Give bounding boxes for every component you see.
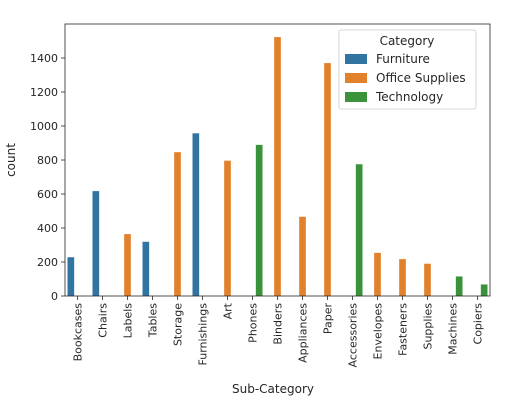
y-axis: 0 200 400 600 800 1000 1200 1400 (30, 52, 65, 303)
bar-supplies (424, 263, 431, 296)
bar-bookcases (67, 257, 75, 296)
bar-copiers (480, 284, 488, 296)
bar-art (224, 160, 231, 296)
bar-appliances (299, 216, 306, 296)
y-tick-label: 1400 (30, 52, 58, 65)
bar-envelopes (374, 252, 381, 296)
y-tick-label: 1200 (30, 86, 58, 99)
legend-swatch (345, 92, 367, 102)
legend-label: Office Supplies (376, 71, 466, 85)
bar-labels (124, 234, 131, 296)
legend-frame (338, 29, 477, 110)
x-tick-label: Paper (322, 303, 335, 335)
legend-title: Category (380, 34, 435, 48)
x-tick-label: Art (222, 302, 235, 319)
y-tick-label: 800 (37, 154, 58, 167)
x-tick-label: Accessories (347, 303, 360, 368)
x-tick-label: Labels (122, 303, 135, 339)
x-tick-label: Chairs (97, 303, 110, 338)
x-tick-label: Bookcases (72, 303, 85, 362)
legend-swatch (345, 73, 367, 83)
x-tick-label: Machines (447, 303, 460, 355)
bar-binders (274, 37, 281, 297)
bar-storage (174, 152, 181, 296)
x-tick-label: Copiers (472, 303, 485, 345)
legend: Category Furniture Office Supplies Technol… (338, 29, 477, 110)
x-tick-label: Tables (147, 303, 160, 338)
legend-label: Technology (375, 90, 443, 104)
x-tick-label: Binders (272, 303, 285, 345)
x-tick-label: Supplies (422, 303, 435, 350)
bar-accessories (355, 164, 363, 296)
bar-chairs (92, 191, 100, 296)
y-tick-label: 200 (37, 256, 58, 269)
bar-tables (142, 241, 150, 296)
legend-label: Furniture (376, 52, 430, 66)
y-tick-label: 1000 (30, 120, 58, 133)
bar-furnishings (192, 133, 200, 296)
x-tick-label: Furnishings (197, 303, 210, 366)
bar-machines (455, 276, 463, 296)
x-tick-label: Fasteners (397, 303, 410, 356)
x-axis-label: Sub-Category (232, 382, 314, 396)
x-tick-label: Appliances (297, 303, 310, 363)
y-axis-label: count (4, 143, 18, 177)
bar-phones (255, 144, 263, 296)
legend-items: Furniture Office Supplies Technology (345, 52, 466, 104)
y-tick-label: 400 (37, 222, 58, 235)
legend-swatch (345, 54, 367, 64)
x-tick-label: Envelopes (372, 303, 385, 360)
bar-fasteners (399, 259, 406, 296)
x-axis: Bookcases Chairs Labels Tables Storage Furnis… (72, 296, 485, 367)
bars-group (67, 37, 488, 297)
x-tick-label: Storage (172, 303, 185, 346)
y-tick-label: 600 (37, 188, 58, 201)
bar-paper (324, 63, 331, 296)
y-tick-label: 0 (51, 290, 58, 303)
x-tick-label: Phones (247, 303, 260, 343)
